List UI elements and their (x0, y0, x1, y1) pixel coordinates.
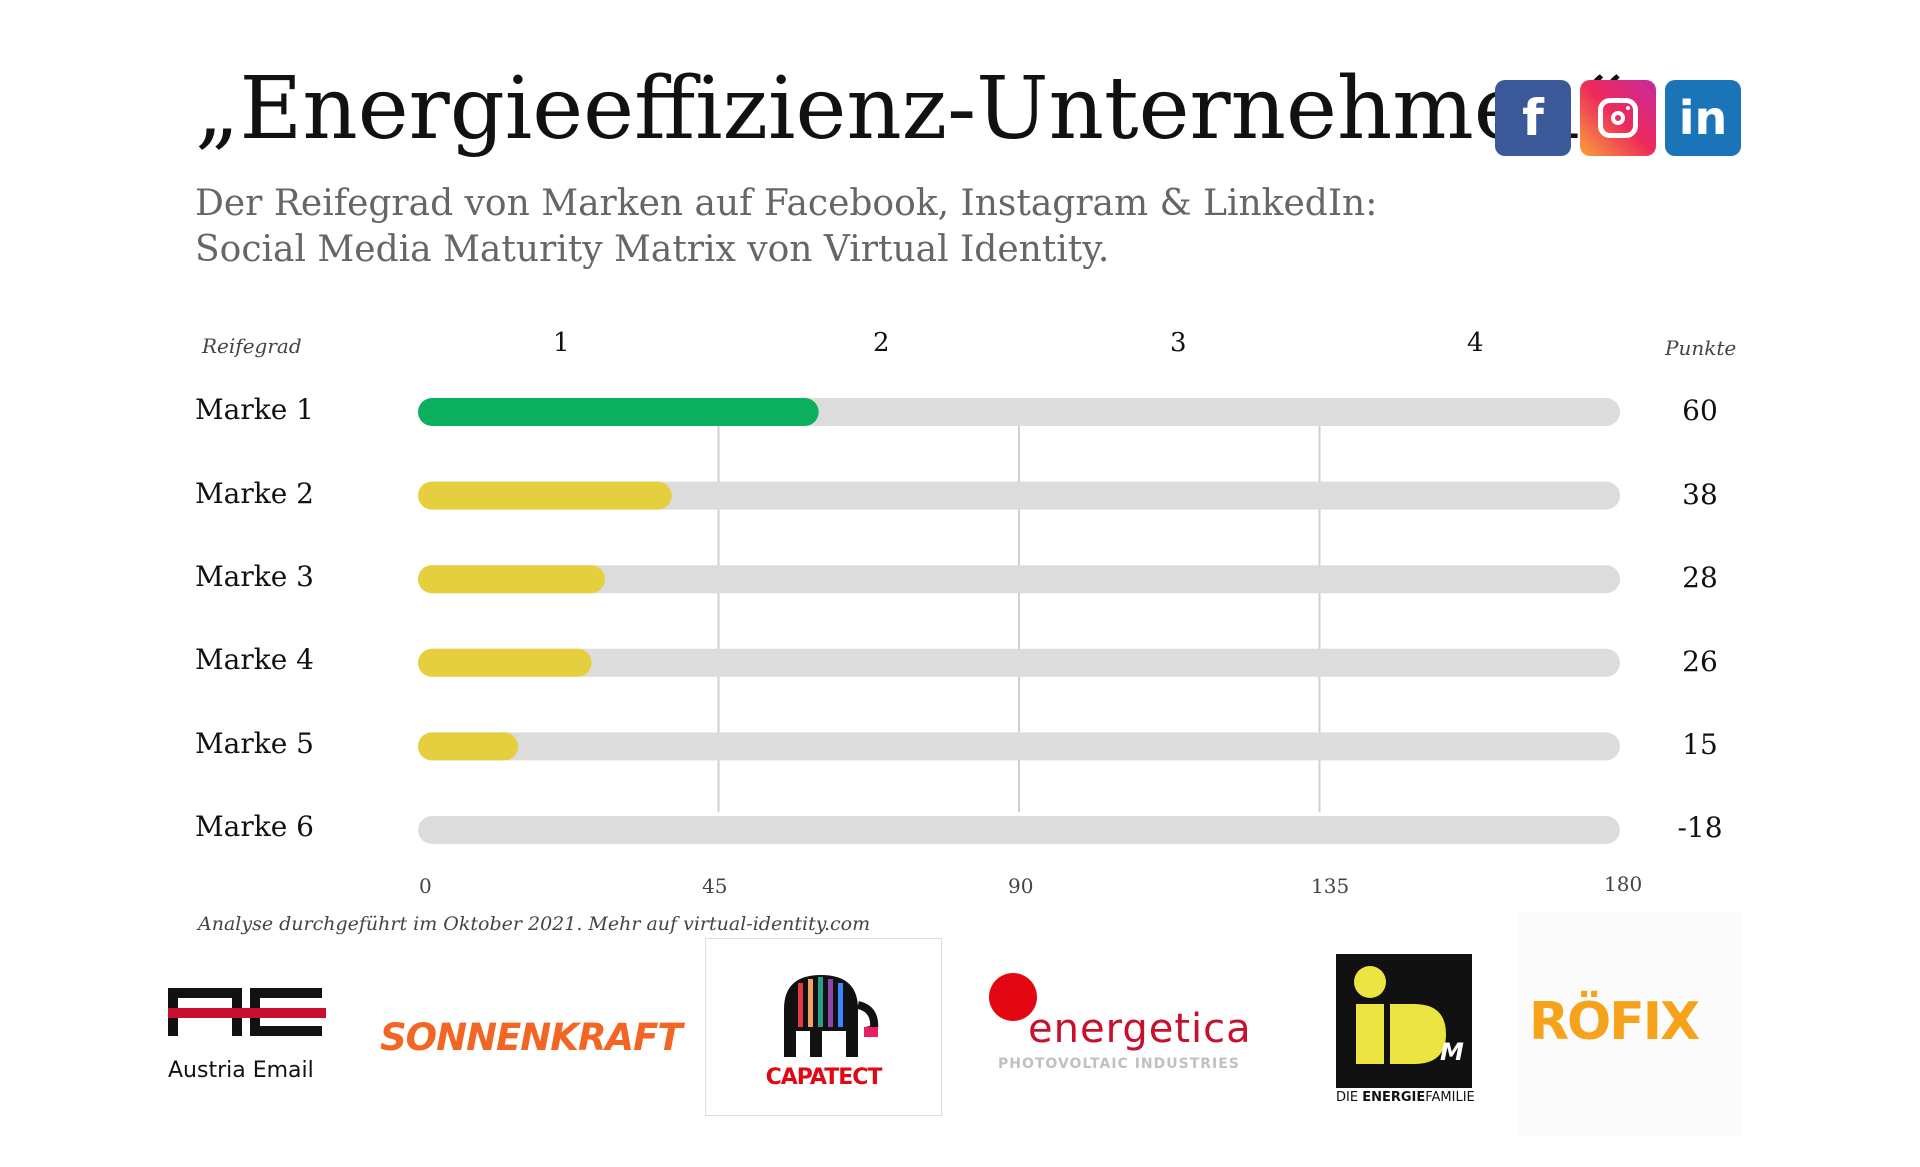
brand-label-3: Marke 3 (195, 560, 314, 593)
austria-email-mark (168, 988, 326, 1036)
sonnenkraft-logo: SONNENKRAFT (380, 1016, 683, 1059)
energetica-logo: energetica PHOTOVOLTAIC INDUSTRIES (988, 972, 1258, 1072)
points-value-3: 28 (1682, 561, 1718, 594)
capatect-text: CAPATECT (765, 1065, 883, 1090)
capatect-elephant-icon (784, 975, 879, 1057)
x-tick-45: 45 (702, 874, 728, 898)
points-value-2: 38 (1682, 478, 1718, 511)
austria-email-logo: Austria Email (168, 988, 328, 1088)
capatect-logo: CAPATECT (705, 938, 942, 1116)
subtitle-line-1: Der Reifegrad von Marken auf Facebook, I… (195, 183, 1378, 224)
x-tick-0: 0 (419, 874, 432, 898)
level-4-label: 4 (1467, 328, 1484, 358)
bar-track-4 (418, 648, 1620, 677)
bar-track-6 (418, 816, 1620, 844)
facebook-icon[interactable]: f (1495, 80, 1571, 156)
bar-track-3 (418, 565, 1620, 594)
brand-label-5: Marke 5 (195, 727, 314, 760)
bar-track-2 (418, 481, 1620, 510)
level-3-label: 3 (1170, 328, 1187, 358)
bar-track-5 (418, 732, 1620, 761)
austria-email-text: Austria Email (168, 1058, 314, 1083)
idm-mark (1354, 966, 1446, 1064)
points-value-1: 60 (1682, 394, 1718, 427)
bar-3 (418, 565, 605, 594)
instagram-icon[interactable] (1580, 80, 1656, 156)
points-value-6: -18 (1677, 811, 1723, 844)
idm-tagline: DIE ENERGIEFAMILIE (1336, 1090, 1475, 1105)
energetica-text: energetica (1028, 1006, 1252, 1052)
subtitle-line-2: Social Media Maturity Matrix von Virtual… (195, 229, 1110, 270)
reifegrad-header: Reifegrad (202, 334, 302, 358)
energetica-subtext: PHOTOVOLTAIC INDUSTRIES (998, 1056, 1240, 1072)
bar-4 (418, 648, 592, 677)
idm-logo: iD M (1336, 954, 1472, 1088)
x-tick-135: 135 (1311, 874, 1350, 898)
brand-label-2: Marke 2 (195, 477, 314, 510)
brand-label-4: Marke 4 (195, 643, 314, 676)
level-1-label: 1 (553, 328, 570, 358)
punkte-header: Punkte (1665, 336, 1737, 360)
linkedin-icon[interactable]: in (1665, 80, 1741, 156)
energetica-dot-icon (989, 973, 1037, 1021)
roefix-logo: RÖFIX (1517, 912, 1741, 1136)
page-title: „Energieeffizienz-Unternehmen“ (195, 59, 1625, 159)
bar-1 (418, 398, 819, 426)
maturity-bar-chart (418, 398, 1620, 844)
bar-5 (418, 732, 519, 761)
level-2-label: 2 (873, 328, 890, 358)
footnote: Analyse durchgeführt im Oktober 2021. Me… (198, 913, 871, 935)
idm-m-text: M (1440, 1038, 1464, 1066)
roefix-text: RÖFIX (1529, 992, 1700, 1052)
bar-2 (418, 481, 672, 510)
x-tick-90: 90 (1008, 874, 1034, 898)
idm-text: iD (1336, 954, 1337, 955)
points-value-4: 26 (1682, 645, 1718, 678)
x-tick-180: 180 (1604, 872, 1643, 896)
brand-label-6: Marke 6 (195, 810, 314, 843)
points-value-5: 15 (1682, 728, 1718, 761)
brand-label-1: Marke 1 (195, 393, 314, 426)
